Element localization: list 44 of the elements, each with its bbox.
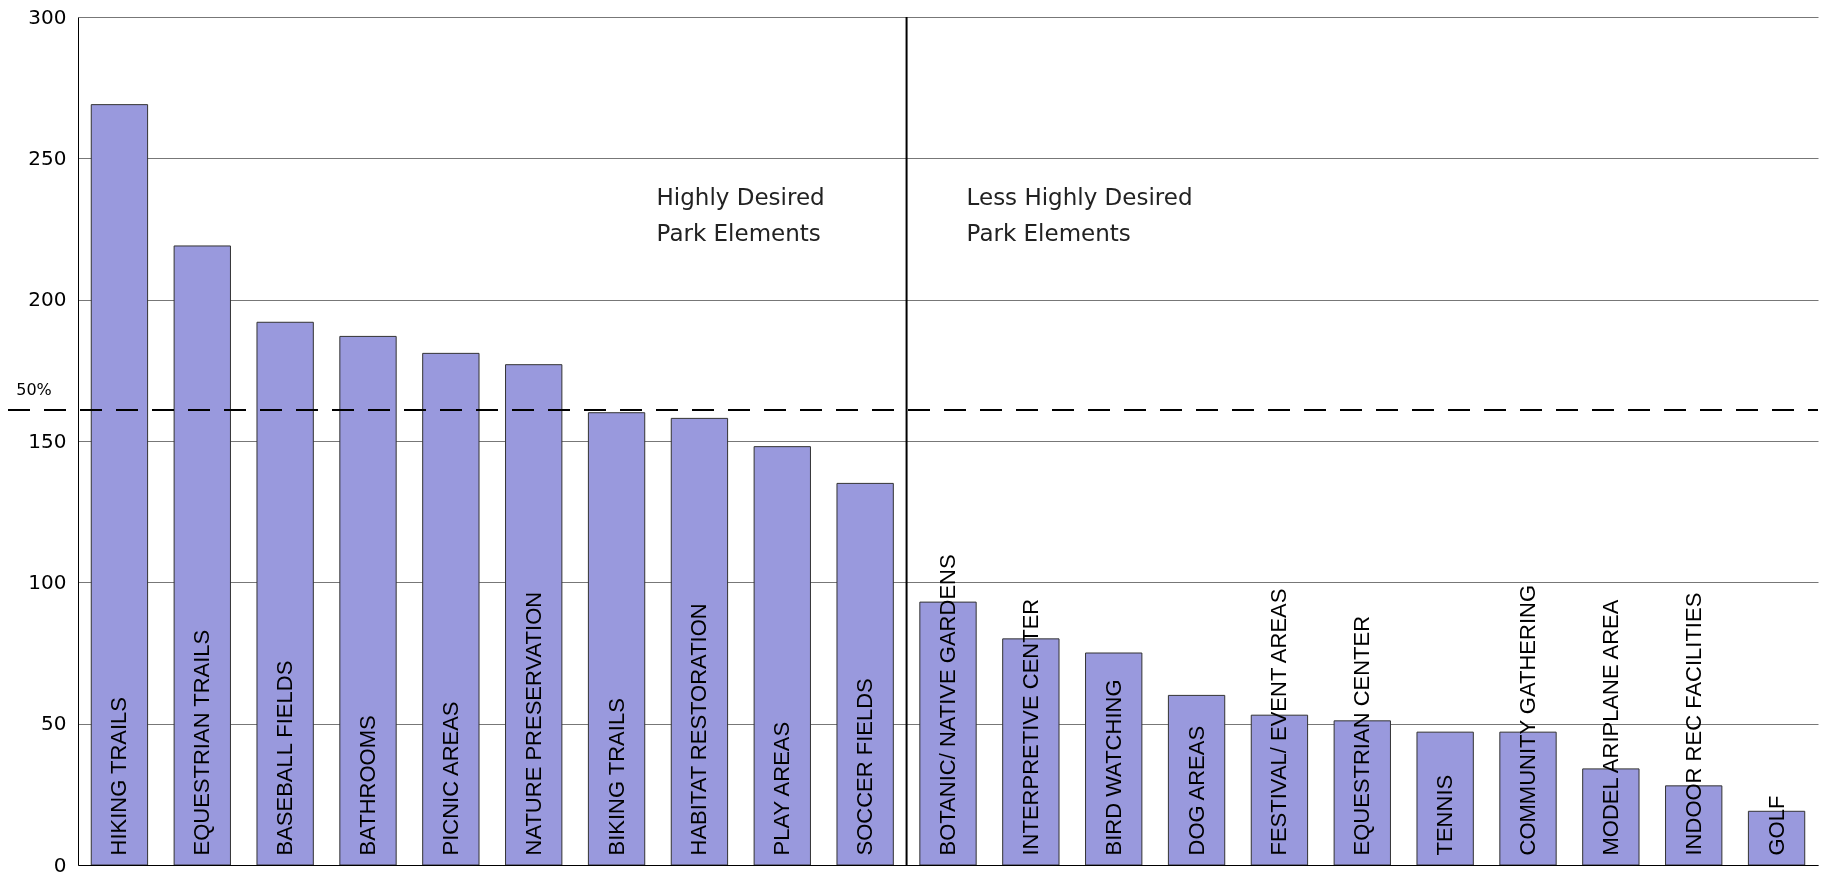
x-tick-label: DOG AREAS <box>1183 725 1209 856</box>
bar <box>90 104 149 866</box>
y-tick-label: 250 <box>28 145 67 170</box>
bar <box>1167 694 1226 866</box>
annotation: 50% <box>16 379 52 399</box>
y-tick-label: 100 <box>28 569 67 594</box>
x-tick-label: BOTANIC/ NATIVE GARDENS <box>935 554 960 856</box>
bar <box>670 417 729 866</box>
x-tick-label: HIKING TRAILS <box>106 696 132 856</box>
bar <box>173 245 231 866</box>
bar <box>753 446 811 866</box>
x-tick-label: INTERPRETIVE CENTER <box>1017 598 1043 856</box>
x-tick-label: TENNIS <box>1432 774 1458 856</box>
x-tick-label: MODEL ARIPLANE AREA <box>1597 599 1623 856</box>
bar <box>339 335 397 866</box>
x-tick-label: HABITAT RESTORATION <box>686 603 712 856</box>
y-tick-label: 200 <box>28 287 67 312</box>
bar <box>505 364 563 866</box>
x-tick-label: INDOOR REC FACILITIES <box>1680 592 1706 856</box>
bar <box>422 352 480 866</box>
x-tick-label: PICNIC AREAS <box>437 701 463 856</box>
y-tick-label: 50 <box>41 711 67 736</box>
y-tick-label: 300 <box>28 4 67 29</box>
x-tick-label: COMMUNITY GATHERING <box>1515 584 1540 856</box>
bar <box>1085 652 1143 866</box>
x-tick-label: BATHROOMS <box>355 715 380 856</box>
bar <box>256 321 314 866</box>
x-tick-label: NATURE PRESERVATION <box>520 591 546 856</box>
x-tick-label: BASEBALL FIELDS <box>272 660 298 856</box>
x-tick-label: BIKING TRAILS <box>603 698 629 856</box>
annotation: Highly Desired Park Elements <box>656 184 825 246</box>
x-tick-label: GOLF <box>1763 795 1789 856</box>
annotation: Less Highly Desired Park Elements <box>966 184 1193 246</box>
y-tick-label: 150 <box>28 428 67 453</box>
bar <box>836 482 894 866</box>
y-tick-label: 0 <box>53 852 67 872</box>
x-tick-label: EQUESTRIAN CENTER <box>1349 615 1375 856</box>
x-tick-label: EQUESTRIAN TRAILS <box>189 629 215 856</box>
x-tick-label: FESTIVAL/ EVENT AREAS <box>1266 588 1292 856</box>
bar <box>1416 731 1474 866</box>
x-tick-label: SOCCER FIELDS <box>852 678 878 856</box>
bar <box>587 412 646 866</box>
x-tick-label: BIRD WATCHING <box>1100 679 1126 856</box>
x-tick-label: PLAY AREAS <box>769 721 795 856</box>
